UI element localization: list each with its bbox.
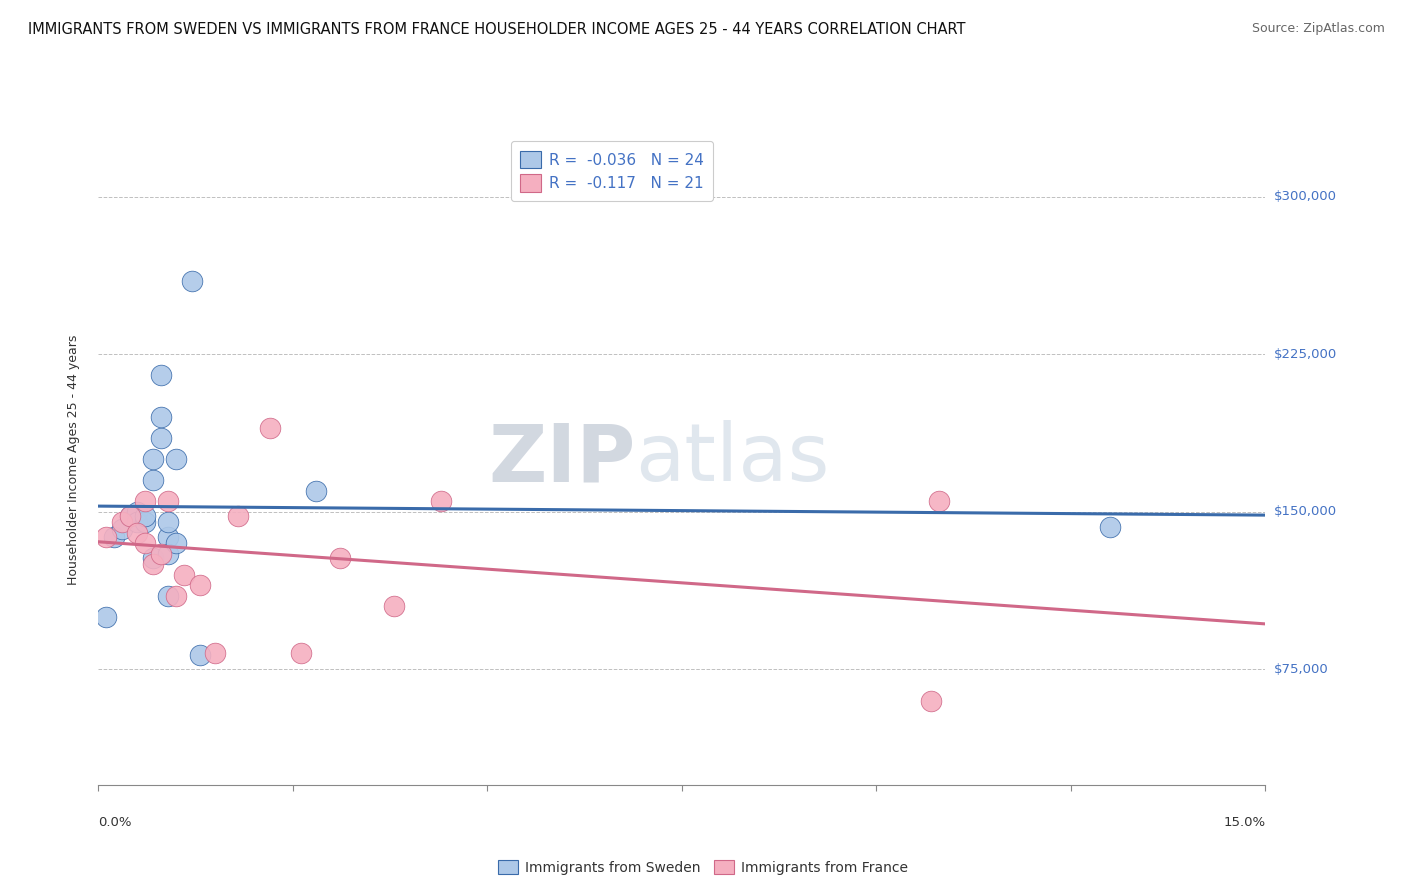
Point xyxy=(142,551,165,566)
Text: $225,000: $225,000 xyxy=(1274,348,1337,361)
Point xyxy=(111,522,134,536)
Point xyxy=(180,274,202,288)
Y-axis label: Householder Income Ages 25 - 44 years: Householder Income Ages 25 - 44 years xyxy=(67,334,80,584)
Point xyxy=(157,494,180,508)
Point xyxy=(188,648,211,662)
Point xyxy=(290,646,312,660)
Point xyxy=(165,589,187,603)
Text: Source: ZipAtlas.com: Source: ZipAtlas.com xyxy=(1251,22,1385,36)
Point xyxy=(149,368,172,383)
Point xyxy=(228,509,250,524)
Text: $150,000: $150,000 xyxy=(1274,506,1337,518)
Point xyxy=(157,547,180,561)
Text: IMMIGRANTS FROM SWEDEN VS IMMIGRANTS FROM FRANCE HOUSEHOLDER INCOME AGES 25 - 44: IMMIGRANTS FROM SWEDEN VS IMMIGRANTS FRO… xyxy=(28,22,966,37)
Point xyxy=(188,578,211,592)
Point xyxy=(157,530,180,544)
Point xyxy=(127,505,149,519)
Point xyxy=(157,589,180,603)
Point xyxy=(96,530,118,544)
Point xyxy=(920,694,942,708)
Point xyxy=(118,509,141,524)
Text: 15.0%: 15.0% xyxy=(1223,816,1265,830)
Point xyxy=(142,452,165,467)
Legend: Immigrants from Sweden, Immigrants from France: Immigrants from Sweden, Immigrants from … xyxy=(494,855,912,880)
Point xyxy=(96,610,118,624)
Point xyxy=(305,483,328,498)
Point xyxy=(142,558,165,572)
Point xyxy=(149,410,172,425)
Point xyxy=(173,568,195,582)
Point xyxy=(142,474,165,488)
Point xyxy=(329,551,352,566)
Text: ZIP: ZIP xyxy=(488,420,636,499)
Point xyxy=(127,516,149,530)
Point xyxy=(111,516,134,530)
Text: $300,000: $300,000 xyxy=(1274,190,1337,203)
Point xyxy=(259,421,281,435)
Point xyxy=(134,536,156,550)
Point xyxy=(928,494,950,508)
Point xyxy=(382,599,405,614)
Point xyxy=(103,530,125,544)
Text: $75,000: $75,000 xyxy=(1274,663,1329,676)
Point xyxy=(165,452,187,467)
Legend: R =  -0.036   N = 24, R =  -0.117   N = 21: R = -0.036 N = 24, R = -0.117 N = 21 xyxy=(510,142,713,202)
Text: 0.0%: 0.0% xyxy=(98,816,132,830)
Point xyxy=(157,516,180,530)
Text: atlas: atlas xyxy=(636,420,830,499)
Point xyxy=(204,646,226,660)
Point xyxy=(134,509,156,524)
Point xyxy=(118,509,141,524)
Point xyxy=(149,431,172,445)
Point xyxy=(1098,519,1121,533)
Point xyxy=(127,525,149,540)
Point xyxy=(429,494,451,508)
Point xyxy=(149,547,172,561)
Point xyxy=(134,516,156,530)
Point xyxy=(134,494,156,508)
Point xyxy=(165,536,187,550)
